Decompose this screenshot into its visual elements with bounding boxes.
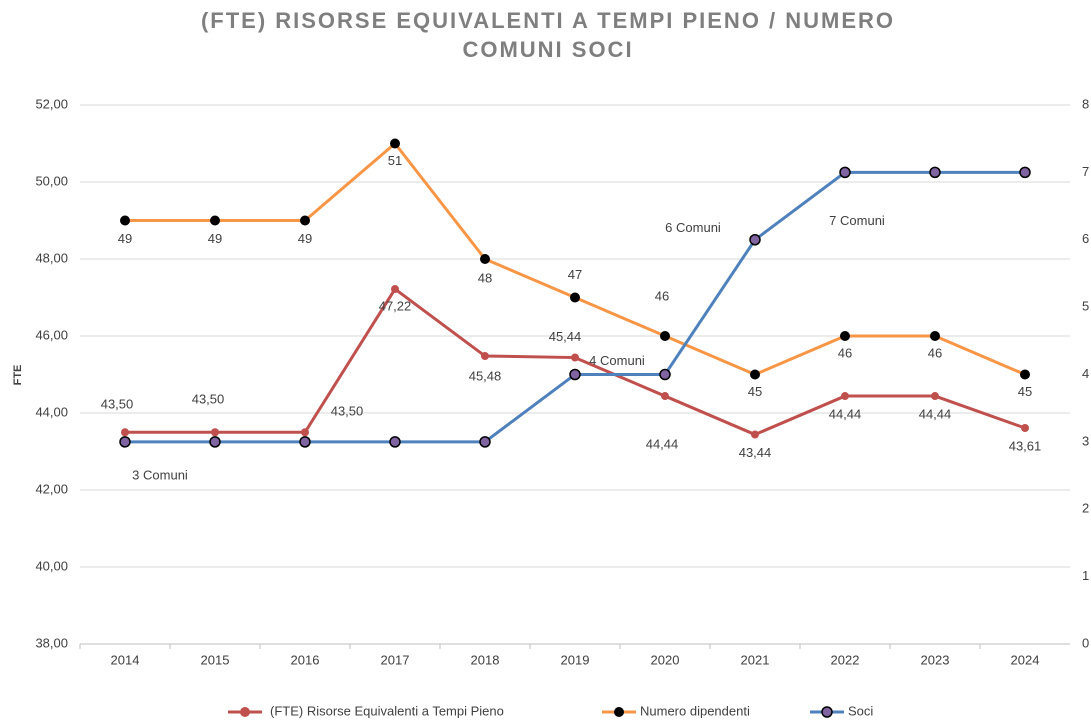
- data-point: [751, 430, 759, 439]
- x-tick-label: 2014: [111, 652, 140, 667]
- data-point: [1020, 369, 1030, 380]
- data-point: [1021, 424, 1029, 433]
- data-label: 48: [478, 270, 492, 285]
- legend-label: Soci: [848, 703, 873, 718]
- y2-tick-label: 4: [1082, 366, 1089, 381]
- x-tick-label: 2020: [651, 652, 680, 667]
- y-tick-label: 40,00: [35, 558, 68, 573]
- data-point: [570, 292, 580, 303]
- data-label: 44,44: [646, 436, 679, 451]
- data-label: 47,22: [379, 298, 412, 313]
- data-label: 45,48: [469, 368, 502, 383]
- y2-tick-label: 5: [1082, 299, 1089, 314]
- data-point: [661, 392, 669, 401]
- y-tick-label: 46,00: [35, 327, 68, 342]
- data-label: 43,61: [1009, 438, 1042, 453]
- x-tick-label: 2017: [381, 652, 410, 667]
- x-tick-label: 2022: [831, 652, 860, 667]
- data-label: 6 Comuni: [665, 220, 721, 235]
- data-label: 46: [838, 345, 852, 360]
- x-tick-label: 2019: [561, 652, 590, 667]
- data-label: 51: [388, 153, 402, 168]
- data-point: [749, 234, 761, 246]
- y2-tick-label: 3: [1082, 433, 1089, 448]
- y2-tick-label: 1: [1082, 568, 1089, 583]
- data-point: [300, 215, 310, 226]
- data-label: 47: [568, 267, 582, 282]
- data-point: [301, 428, 309, 437]
- data-point: [840, 331, 850, 341]
- y2-tick-label: 7: [1082, 164, 1089, 179]
- x-tick-label: 2015: [201, 652, 230, 667]
- data-label: 49: [208, 231, 222, 246]
- y-tick-label: 42,00: [35, 481, 68, 496]
- x-tick-label: 2023: [921, 652, 950, 667]
- y-tick-label: 44,00: [35, 404, 68, 419]
- y2-tick-label: 8: [1082, 96, 1089, 111]
- legend-marker: [821, 706, 833, 718]
- x-tick-label: 2024: [1011, 652, 1040, 667]
- x-tick-label: 2021: [741, 652, 770, 667]
- data-point: [209, 436, 221, 448]
- y-tick-label: 38,00: [35, 635, 68, 650]
- data-label: 45,44: [549, 329, 582, 344]
- y-tick-label: 48,00: [35, 250, 68, 265]
- chart-title: COMUNI SOCI: [462, 37, 633, 62]
- y2-tick-label: 0: [1082, 635, 1089, 650]
- data-label: 43,44: [739, 445, 772, 460]
- data-label: 45: [1018, 384, 1032, 399]
- chart-title: (FTE) RISORSE EQUIVALENTI A TEMPI PIENO …: [201, 8, 895, 33]
- series-line: [125, 170, 1025, 444]
- data-label: 44,44: [829, 406, 862, 421]
- data-point: [119, 436, 131, 448]
- data-point: [660, 331, 670, 341]
- data-point: [931, 392, 939, 401]
- x-tick-label: 2018: [471, 652, 500, 667]
- legend-label: Numero dipendenti: [640, 703, 750, 718]
- y-tick-label: 52,00: [35, 96, 68, 111]
- data-point: [481, 352, 489, 361]
- data-point: [390, 138, 400, 149]
- data-point: [571, 353, 579, 362]
- data-point: [930, 331, 940, 341]
- data-point: [480, 254, 490, 264]
- data-label: 7 Comuni: [829, 213, 885, 228]
- data-label: 43,50: [331, 404, 364, 419]
- data-label: 49: [118, 231, 132, 246]
- x-tick-label: 2016: [291, 652, 320, 667]
- data-label: 43,50: [101, 397, 134, 412]
- data-point: [299, 436, 311, 448]
- data-label: 4 Comuni: [589, 353, 645, 368]
- legend-label: (FTE) Risorse Equivalenti a Tempi Pieno: [270, 703, 504, 718]
- data-point: [479, 436, 491, 448]
- data-point: [839, 166, 851, 179]
- data-point: [389, 436, 401, 448]
- y2-tick-label: 6: [1082, 231, 1089, 246]
- data-point: [210, 215, 220, 226]
- data-label: 46: [928, 345, 942, 360]
- data-point: [120, 215, 130, 226]
- data-label: 46: [655, 288, 669, 303]
- data-label: 45: [748, 384, 762, 399]
- data-point: [1019, 166, 1031, 179]
- data-point: [929, 166, 941, 179]
- data-label: 3 Comuni: [132, 467, 188, 482]
- data-point: [569, 368, 581, 381]
- data-point: [750, 369, 760, 380]
- data-point: [659, 368, 671, 381]
- data-point: [391, 285, 399, 294]
- data-label: 49: [298, 231, 312, 246]
- y-axis-label: FTE: [12, 365, 24, 386]
- data-point: [121, 428, 129, 437]
- legend-marker: [614, 707, 624, 717]
- data-label: 43,50: [192, 392, 225, 407]
- data-point: [211, 428, 219, 437]
- data-point: [841, 392, 849, 401]
- data-label: 44,44: [919, 406, 952, 421]
- legend-marker: [240, 707, 250, 717]
- y-tick-label: 50,00: [35, 173, 68, 188]
- y2-tick-label: 2: [1082, 501, 1089, 516]
